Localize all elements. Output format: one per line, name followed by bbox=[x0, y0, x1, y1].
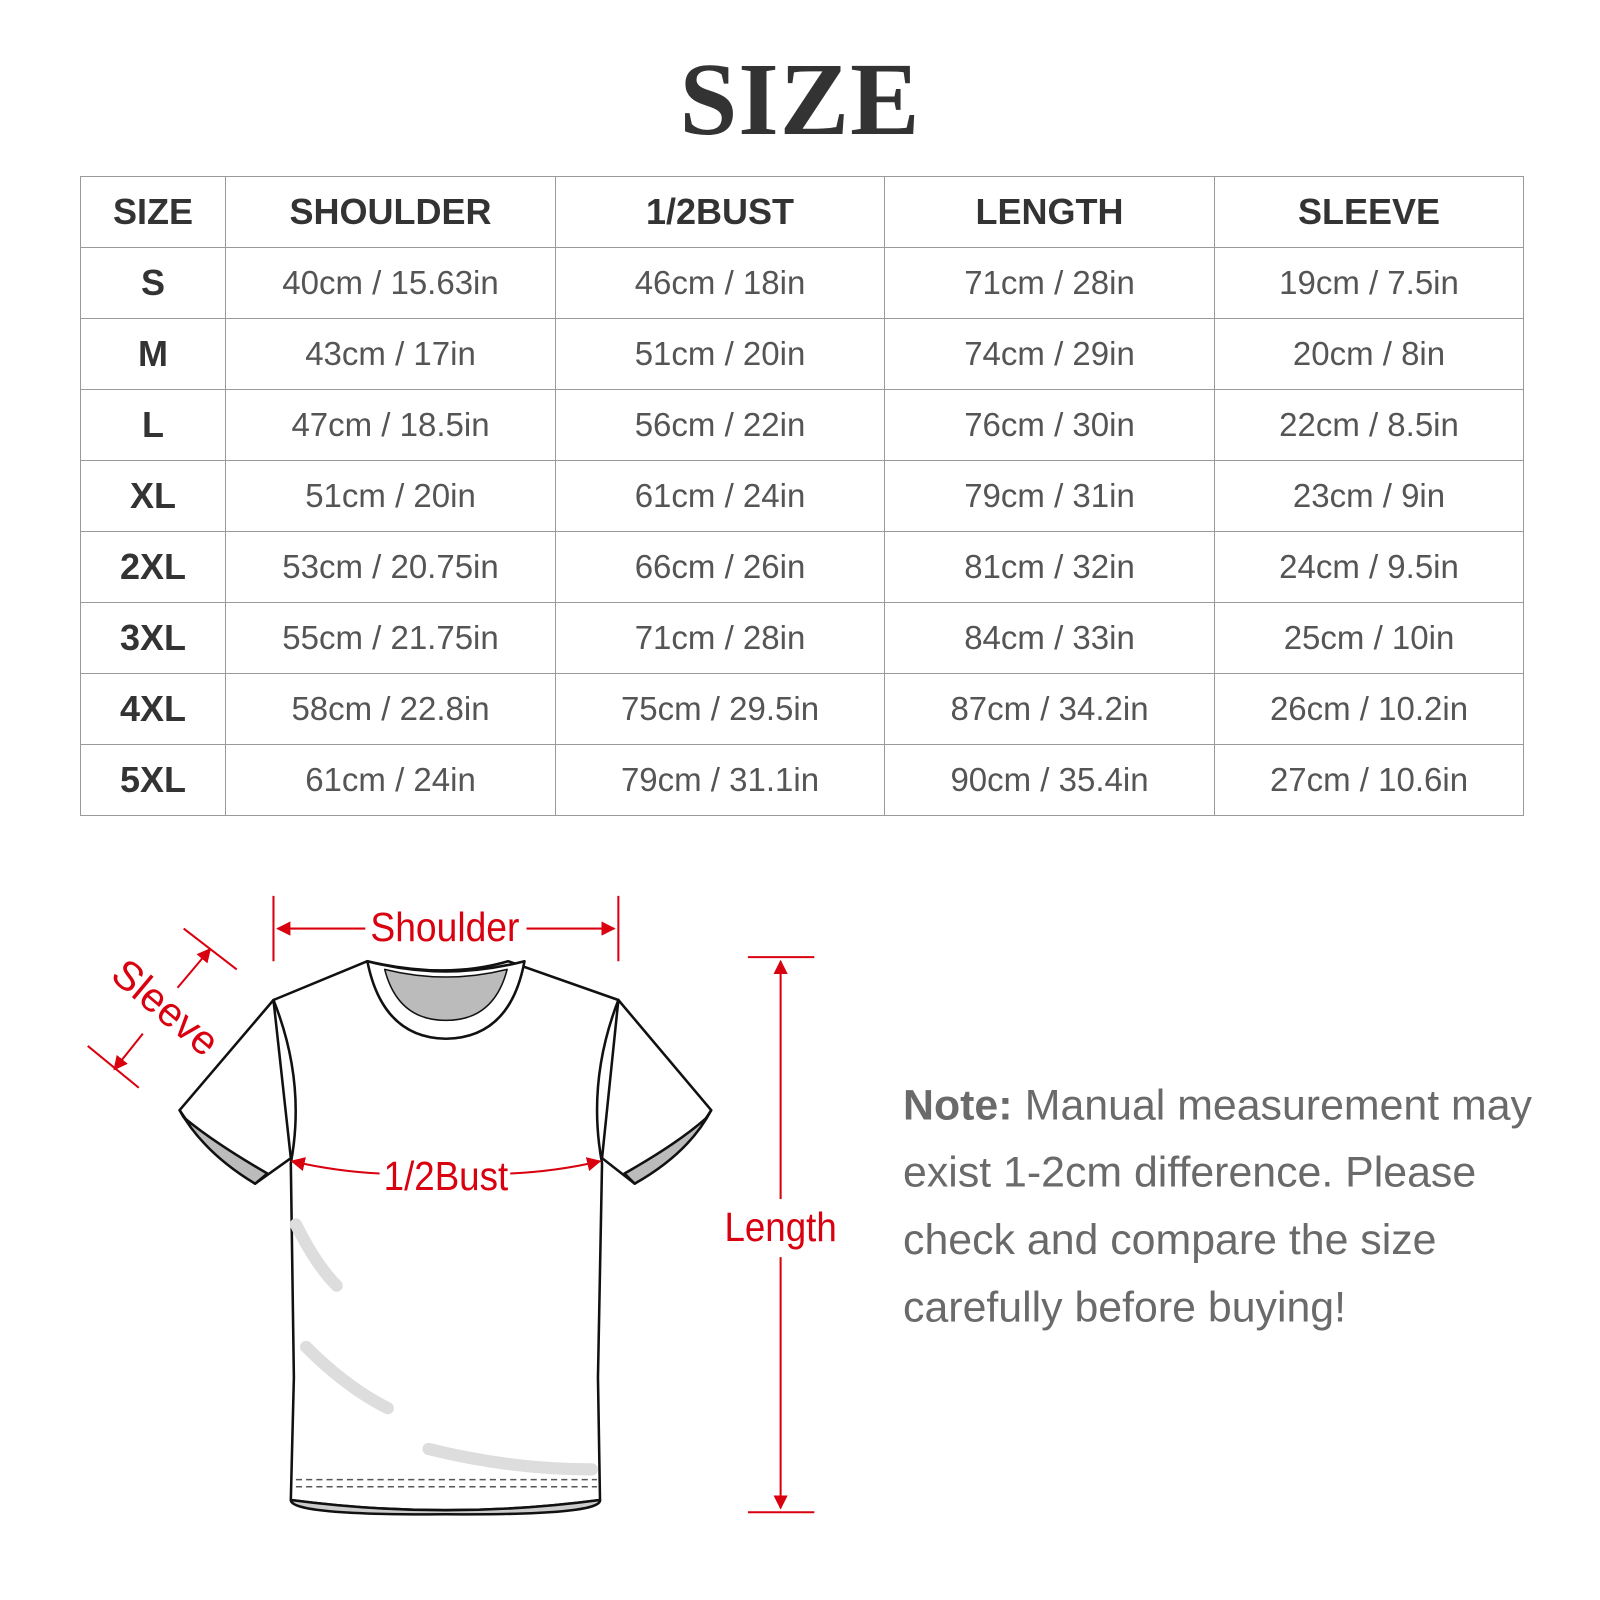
size-cell: M bbox=[80, 318, 226, 390]
note: Note: Manual measurement may exist 1-2cm … bbox=[903, 1081, 1533, 1331]
measurement-cell: 23cm / 9in bbox=[1214, 460, 1524, 532]
measurement-cell: 51cm / 20in bbox=[225, 460, 556, 532]
note-label: Note: bbox=[903, 1081, 1012, 1129]
measurement-cell: 43cm / 17in bbox=[225, 318, 556, 390]
size-table: SIZE SHOULDER 1/2BUST LENGTH SLEEVE S 40c… bbox=[80, 176, 1524, 816]
note-line-1: Note: Manual measurement may bbox=[903, 1081, 1533, 1129]
measurement-cell: 26cm / 10.2in bbox=[1214, 673, 1524, 745]
table-row: XL 51cm / 20in 61cm / 24in 79cm / 31in 23cm … bbox=[80, 460, 1524, 532]
measurement-cell: 46cm / 18in bbox=[555, 247, 885, 319]
measurement-cell: 58cm / 22.8in bbox=[225, 673, 556, 745]
measurement-cell: 22cm / 8.5in bbox=[1214, 389, 1524, 461]
header-bust: 1/2BUST bbox=[555, 176, 885, 248]
page-title: SIZE bbox=[679, 42, 921, 157]
measurement-cell: 27cm / 10.6in bbox=[1214, 744, 1524, 816]
measurement-cell: 53cm / 20.75in bbox=[225, 531, 556, 603]
measurement-cell: 75cm / 29.5in bbox=[555, 673, 885, 745]
measurement-cell: 76cm / 30in bbox=[884, 389, 1215, 461]
size-cell: S bbox=[80, 247, 226, 319]
measurement-cell: 71cm / 28in bbox=[555, 602, 885, 674]
table-header-row: SIZE SHOULDER 1/2BUST LENGTH SLEEVE bbox=[80, 176, 1524, 248]
table-row: L 47cm / 18.5in 56cm / 22in 76cm / 30in 22cm… bbox=[80, 389, 1524, 461]
header-size: SIZE bbox=[80, 176, 226, 248]
measurement-cell: 84cm / 33in bbox=[884, 602, 1215, 674]
size-cell: 4XL bbox=[80, 673, 226, 745]
table-row: M 43cm / 17in 51cm / 20in 74cm / 29in 20cm /… bbox=[80, 318, 1524, 390]
measurement-cell: 90cm / 35.4in bbox=[884, 744, 1215, 816]
table-row: 3XL 55cm / 21.75in 71cm / 28in 84cm / 33in 2… bbox=[80, 602, 1524, 674]
measurement-cell: 81cm / 32in bbox=[884, 531, 1215, 603]
measurement-cell: 74cm / 29in bbox=[884, 318, 1215, 390]
measurement-cell: 20cm / 8in bbox=[1214, 318, 1524, 390]
measurement-cell: 25cm / 10in bbox=[1214, 602, 1524, 674]
header-sleeve: SLEEVE bbox=[1214, 176, 1524, 248]
measurement-cell: 79cm / 31.1in bbox=[555, 744, 885, 816]
measurement-cell: 71cm / 28in bbox=[884, 247, 1215, 319]
measurement-cell: 40cm / 15.63in bbox=[225, 247, 556, 319]
measurement-cell: 55cm / 21.75in bbox=[225, 602, 556, 674]
table-row: 5XL 61cm / 24in 79cm / 31.1in 90cm / 35.4in… bbox=[80, 744, 1524, 816]
size-cell: 5XL bbox=[80, 744, 226, 816]
note-line-2: exist 1-2cm difference. Please bbox=[903, 1149, 1476, 1197]
table-row: 4XL 58cm / 22.8in 75cm / 29.5in 87cm / 34.2… bbox=[80, 673, 1524, 745]
note-line-4: carefully before buying! bbox=[903, 1283, 1346, 1331]
bust-label: 1/2Bust bbox=[384, 1153, 509, 1199]
measurement-cell: 24cm / 9.5in bbox=[1214, 531, 1524, 603]
note-line-3: check and compare the size bbox=[903, 1216, 1436, 1264]
measurement-cell: 56cm / 22in bbox=[555, 389, 885, 461]
measurement-cell: 19cm / 7.5in bbox=[1214, 247, 1524, 319]
shoulder-label: Shoulder bbox=[370, 904, 519, 950]
measurement-cell: 66cm / 26in bbox=[555, 531, 885, 603]
length-label: Length bbox=[724, 1204, 836, 1250]
table-row: S 40cm / 15.63in 46cm / 18in 71cm / 28in 19c… bbox=[80, 247, 1524, 319]
sleeve-label: Sleeve bbox=[103, 950, 228, 1065]
size-cell: 3XL bbox=[80, 602, 226, 674]
table-row: 2XL 53cm / 20.75in 66cm / 26in 81cm / 32in 2… bbox=[80, 531, 1524, 603]
tshirt-illustration bbox=[178, 959, 713, 1516]
note-text: Manual measurement may bbox=[1025, 1081, 1533, 1129]
size-cell: XL bbox=[80, 460, 226, 532]
measurement-cell: 61cm / 24in bbox=[225, 744, 556, 816]
header-length: LENGTH bbox=[884, 176, 1215, 248]
size-cell: L bbox=[80, 389, 226, 461]
measurement-cell: 61cm / 24in bbox=[555, 460, 885, 532]
measurement-annotations bbox=[87, 895, 815, 1514]
